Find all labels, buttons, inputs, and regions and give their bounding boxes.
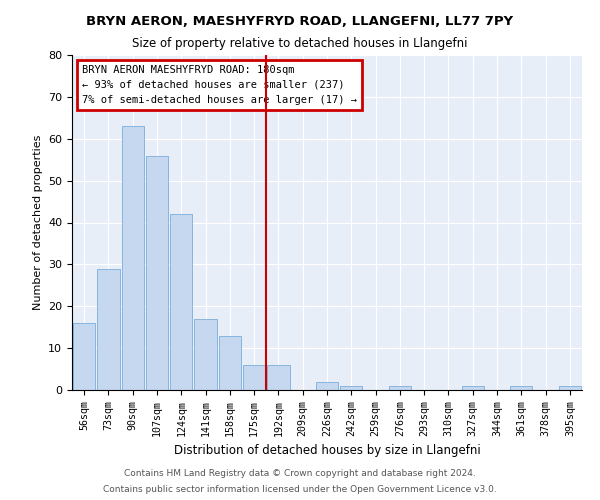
- Text: Contains HM Land Registry data © Crown copyright and database right 2024.: Contains HM Land Registry data © Crown c…: [124, 468, 476, 477]
- Bar: [218, 336, 241, 390]
- Bar: [340, 386, 362, 390]
- Y-axis label: Number of detached properties: Number of detached properties: [32, 135, 43, 310]
- Bar: [389, 386, 411, 390]
- X-axis label: Distribution of detached houses by size in Llangefni: Distribution of detached houses by size …: [173, 444, 481, 457]
- Bar: [122, 126, 144, 390]
- Bar: [243, 365, 265, 390]
- Text: Contains public sector information licensed under the Open Government Licence v3: Contains public sector information licen…: [103, 485, 497, 494]
- Text: BRYN AERON MAESHYFRYD ROAD: 180sqm
← 93% of detached houses are smaller (237)
7%: BRYN AERON MAESHYFRYD ROAD: 180sqm ← 93%…: [82, 65, 357, 104]
- Text: Size of property relative to detached houses in Llangefni: Size of property relative to detached ho…: [132, 38, 468, 51]
- Bar: [97, 268, 119, 390]
- Bar: [510, 386, 532, 390]
- Text: BRYN AERON, MAESHYFRYD ROAD, LLANGEFNI, LL77 7PY: BRYN AERON, MAESHYFRYD ROAD, LLANGEFNI, …: [86, 15, 514, 28]
- Bar: [267, 365, 290, 390]
- Bar: [146, 156, 168, 390]
- Bar: [316, 382, 338, 390]
- Bar: [559, 386, 581, 390]
- Bar: [73, 323, 95, 390]
- Bar: [170, 214, 193, 390]
- Bar: [194, 319, 217, 390]
- Bar: [461, 386, 484, 390]
